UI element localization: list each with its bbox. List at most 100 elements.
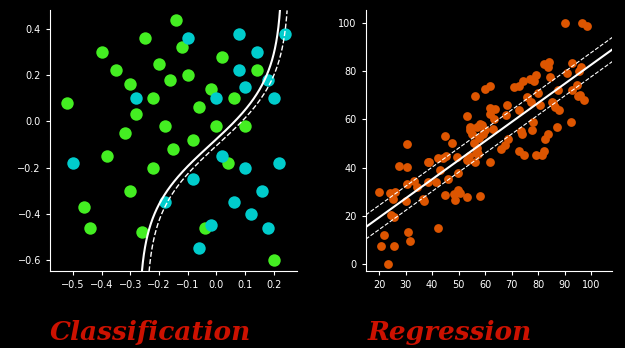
Point <box>389 243 399 248</box>
Point <box>543 64 553 70</box>
Point <box>552 124 562 129</box>
Point <box>480 128 490 133</box>
Point <box>148 95 158 101</box>
Point <box>531 72 541 78</box>
Point <box>526 99 536 105</box>
Point <box>452 154 462 159</box>
Point <box>419 198 429 204</box>
Point <box>518 79 528 84</box>
Point <box>543 131 553 137</box>
Point <box>467 132 477 137</box>
Point <box>234 31 244 36</box>
Point <box>536 102 546 108</box>
Point <box>131 112 141 117</box>
Point <box>465 124 475 130</box>
Point <box>576 65 586 70</box>
Point <box>431 180 441 185</box>
Point <box>486 159 496 165</box>
Point <box>472 125 482 130</box>
Point <box>560 20 570 25</box>
Point <box>258 188 268 193</box>
Point <box>194 105 204 110</box>
Point <box>111 68 121 73</box>
Point <box>234 68 244 73</box>
Point <box>470 159 480 164</box>
Point <box>206 86 216 92</box>
Text: Classification: Classification <box>49 319 251 345</box>
Point <box>519 152 529 158</box>
Point <box>477 122 487 128</box>
Point <box>527 127 537 133</box>
Point <box>552 87 562 93</box>
Point <box>472 145 482 151</box>
Point <box>469 141 479 146</box>
Point <box>481 86 491 92</box>
Point <box>389 214 399 220</box>
Point <box>194 246 204 251</box>
Point <box>126 188 136 193</box>
Point <box>462 158 472 163</box>
Point <box>539 136 549 141</box>
Point <box>496 146 506 151</box>
Point <box>516 129 526 134</box>
Point <box>471 150 481 156</box>
Point <box>539 61 549 67</box>
Point <box>200 225 210 230</box>
Point <box>160 199 170 205</box>
Point <box>394 163 404 168</box>
Point <box>432 225 442 231</box>
Point <box>402 164 412 170</box>
Point <box>188 176 198 182</box>
Point <box>412 184 422 190</box>
Point <box>572 82 582 88</box>
Point <box>533 90 543 96</box>
Point <box>382 261 392 267</box>
Point <box>485 105 495 110</box>
Point <box>137 229 147 235</box>
Point <box>171 17 181 23</box>
Point <box>206 222 216 228</box>
Point <box>518 132 528 137</box>
Point <box>567 60 577 66</box>
Point <box>148 165 158 170</box>
Point <box>263 225 273 230</box>
Point <box>449 191 459 197</box>
Point <box>131 95 141 101</box>
Point <box>79 204 89 209</box>
Point <box>524 76 534 82</box>
Point <box>501 103 511 108</box>
Point <box>166 77 176 82</box>
Point <box>528 119 538 125</box>
Point <box>450 197 460 202</box>
Point <box>447 141 457 146</box>
Point <box>269 257 279 263</box>
Point <box>168 146 178 152</box>
Point <box>500 142 510 148</box>
Point <box>240 165 250 170</box>
Point <box>462 194 472 200</box>
Point <box>405 238 415 244</box>
Point <box>491 106 501 112</box>
Point <box>97 49 107 55</box>
Point <box>102 153 112 159</box>
Point <box>379 232 389 238</box>
Point <box>503 137 513 142</box>
Point <box>443 176 453 182</box>
Point <box>464 153 474 159</box>
Point <box>476 193 486 198</box>
Point <box>269 95 279 101</box>
Point <box>582 23 592 28</box>
Point <box>386 190 396 195</box>
Point <box>550 104 560 109</box>
Point <box>177 45 187 50</box>
Point <box>119 130 129 136</box>
Point <box>211 95 221 101</box>
Point <box>432 156 442 161</box>
Point <box>514 83 524 88</box>
Point <box>154 61 164 66</box>
Point <box>403 229 413 235</box>
Point <box>251 49 261 55</box>
Point <box>139 35 149 41</box>
Point <box>251 68 261 73</box>
Point <box>274 160 284 166</box>
